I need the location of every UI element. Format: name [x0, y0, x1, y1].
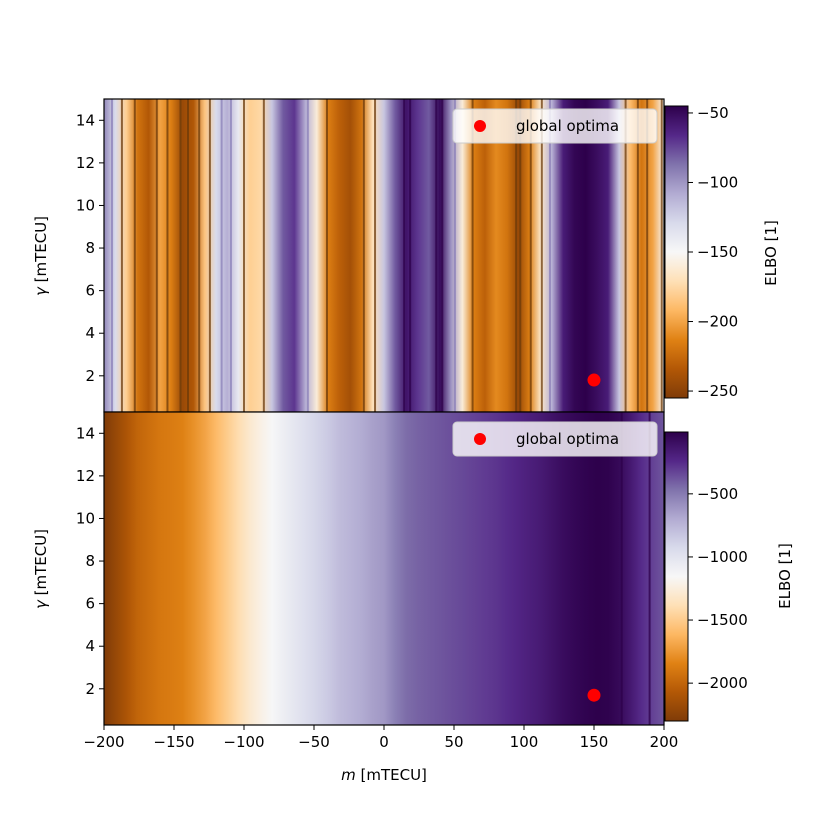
y-axis-label-top: γ [mTECU] [32, 216, 50, 296]
legend-label-bottom: global optima [516, 430, 619, 448]
colorbar-ticks-top: −50 −100 −150 −200 −250 [688, 104, 738, 400]
x-tick-label: 50 [444, 733, 463, 751]
x-tick-label: −200 [83, 733, 124, 751]
x-tick-label: 0 [379, 733, 389, 751]
colorbar-gradient-bottom [664, 431, 689, 722]
colorbar-tick-label: −1500 [697, 611, 748, 629]
contour-lines-top [111, 99, 663, 412]
colorbar-tick-label: −150 [697, 243, 738, 261]
y-tick-label: 2 [85, 680, 95, 698]
x-tick-label: 100 [510, 733, 539, 751]
colorbar-tick-label: −50 [697, 104, 729, 122]
y-axis-label-bottom: γ [mTECU] [32, 529, 50, 609]
legend-box-top [452, 108, 658, 144]
colorbar-tick-label: −100 [697, 173, 738, 191]
colorbar-tick-label: −2000 [697, 674, 748, 692]
x-tick-label: 150 [580, 733, 609, 751]
contour-lines-bottom [620, 412, 651, 725]
colorbar-gradient-top [664, 105, 689, 399]
y-ticks-top: 2 4 6 8 10 12 14 [76, 111, 104, 385]
y-tick-label: 10 [76, 196, 95, 214]
colorbar-tick-label: −200 [697, 313, 738, 331]
y-tick-label: 12 [76, 467, 95, 485]
legend-marker-bottom [474, 433, 486, 445]
y-ticks-bottom: 2 4 6 8 10 12 14 [76, 424, 104, 698]
x-axis-label: m [mTECU] [341, 766, 427, 784]
y-tick-label: 14 [76, 111, 95, 129]
colorbar-label-top: ELBO [1] [762, 220, 780, 286]
y-tick-label: 2 [85, 367, 95, 385]
colorbar-bottom: −500 −1000 −1500 −2000 ELBO [1] [664, 431, 794, 722]
y-tick-label: 12 [76, 154, 95, 172]
global-optimum-point-top [587, 373, 601, 387]
colorbar-label-bottom: ELBO [1] [776, 543, 794, 609]
colorbar-tick-label: −500 [697, 485, 738, 503]
colorbar-tick-label: −1000 [697, 548, 748, 566]
heatmap-field-top [104, 99, 664, 412]
y-tick-label: 4 [85, 324, 95, 342]
legend-bottom: global optima [452, 421, 658, 457]
top-panel: 2 4 6 8 10 12 14 γ [mTECU] global optima −50 −1… [32, 98, 780, 417]
legend-box-bottom [452, 421, 658, 457]
y-tick-label: 4 [85, 637, 95, 655]
legend-top: global optima [452, 108, 658, 144]
colorbar-ticks-bottom: −500 −1000 −1500 −2000 [688, 485, 748, 692]
legend-marker-top [474, 120, 486, 132]
y-tick-label: 6 [85, 595, 95, 613]
y-tick-label: 8 [85, 552, 95, 570]
x-tick-label: 200 [650, 733, 679, 751]
x-ticks-bottom: −200 −150 −100 −50 0 50 100 150 200 [83, 725, 678, 751]
global-optimum-point-bottom [587, 688, 601, 702]
x-tick-label: −150 [153, 733, 194, 751]
y-tick-label: 10 [76, 509, 95, 527]
y-tick-label: 6 [85, 282, 95, 300]
legend-label-top: global optima [516, 117, 619, 135]
x-tick-label: −100 [223, 733, 264, 751]
colorbar-tick-label: −250 [697, 382, 738, 400]
y-tick-label: 14 [76, 424, 95, 442]
x-tick-label: −50 [298, 733, 330, 751]
colorbar-top: −50 −100 −150 −200 −250 ELBO [1] [664, 104, 780, 400]
heatmap-field-bottom [104, 412, 664, 725]
y-tick-label: 8 [85, 239, 95, 257]
